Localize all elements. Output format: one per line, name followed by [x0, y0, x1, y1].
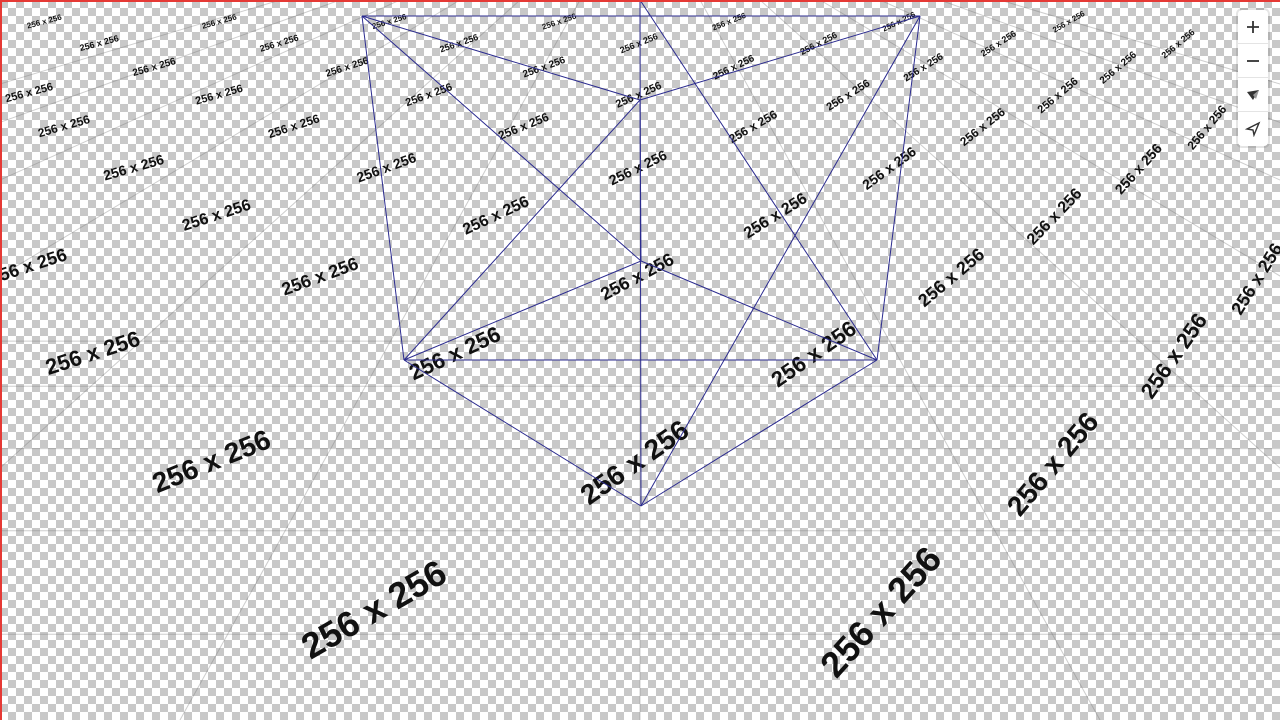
wireframe-edge — [639, 15, 921, 101]
wireframe-edge — [361, 15, 641, 101]
grid-column-line — [0, 0, 401, 181]
grid-column-line — [759, 0, 1280, 469]
compass-button[interactable] — [1238, 78, 1268, 112]
grid-column-line — [0, 0, 461, 277]
wireframe-box — [361, 0, 921, 507]
pitch-button[interactable] — [1238, 112, 1268, 146]
wireframe-edge — [361, 15, 405, 361]
grid-column-line — [179, 0, 581, 720]
wireframe-edge — [640, 15, 921, 507]
grid-column-line — [699, 0, 1101, 720]
zoom-out-button[interactable] — [1238, 44, 1268, 78]
wireframe-edge — [639, 0, 642, 507]
grid-column-line — [939, 0, 1280, 123]
wireframe-edge — [361, 15, 642, 262]
compass-icon — [1247, 89, 1259, 100]
zoom-in-button[interactable] — [1238, 10, 1268, 44]
navigation-control — [1238, 10, 1268, 146]
pitch-icon — [1245, 121, 1261, 137]
grid-column-line — [879, 0, 1280, 181]
grid-column-line — [0, 0, 521, 469]
wireframe-edge — [640, 359, 878, 507]
wireframe-edge — [640, 260, 878, 361]
wireframe-edge — [403, 99, 641, 361]
wireframe-edge — [403, 359, 642, 507]
wireframe-edge — [876, 15, 921, 361]
grid-column-line — [819, 0, 1280, 277]
zoom-out-icon — [1247, 59, 1259, 62]
zoom-in-icon — [1247, 20, 1259, 33]
grid-column-line — [0, 0, 341, 123]
wireframe-edge — [639, 0, 878, 361]
wireframe-edge — [403, 260, 642, 361]
